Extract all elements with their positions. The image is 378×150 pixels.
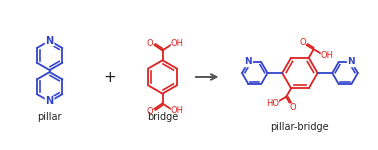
Text: HO: HO	[266, 99, 279, 108]
Text: OH: OH	[171, 106, 184, 115]
Text: +: +	[103, 70, 116, 86]
Text: bridge: bridge	[147, 112, 178, 122]
Text: OH: OH	[171, 39, 184, 48]
Text: pillar: pillar	[37, 112, 62, 122]
Text: O: O	[147, 39, 153, 48]
Text: O: O	[299, 38, 306, 47]
Text: O: O	[147, 107, 153, 116]
Text: O: O	[289, 103, 296, 112]
Text: N: N	[46, 96, 54, 106]
Text: N: N	[245, 57, 252, 66]
Text: N: N	[348, 57, 355, 66]
Text: N: N	[46, 36, 54, 46]
Text: OH: OH	[321, 51, 334, 60]
Text: pillar-bridge: pillar-bridge	[271, 122, 329, 132]
